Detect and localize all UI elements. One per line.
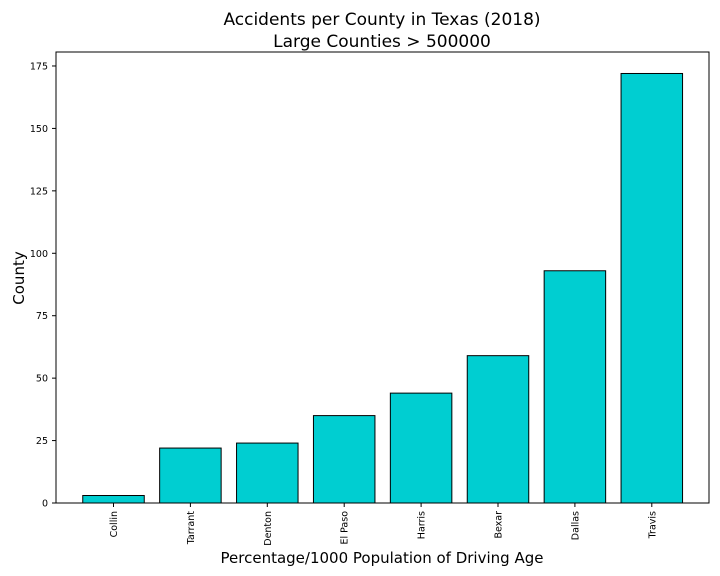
chart-subtitle: Large Counties > 500000 [273,32,491,52]
bars-group [82,72,684,504]
x-axis-ticks: Collin Tarrant Denton El Paso Harris Bexar Dal… [109,503,658,546]
y-tick-label: 100 [30,249,48,260]
y-axis-label: County [10,251,28,305]
bar-tarrant [159,447,222,504]
y-axis-ticks: 0 25 50 75 100 125 150 175 [30,61,56,510]
x-tick-label: Bexar [494,511,505,539]
y-tick-label: 125 [30,186,48,197]
bar-harris [389,392,453,504]
plot-frame [55,51,710,504]
x-tick-label: Denton [263,511,274,546]
y-tick-label: 25 [36,436,48,447]
chart-title: Accidents per County in Texas (2018) [223,10,540,30]
x-tick-label: Dallas [570,511,581,540]
x-tick-label: Tarrant [186,511,197,546]
x-tick-label: El Paso [340,511,351,545]
y-tick-label: 50 [36,374,48,385]
y-tick-label: 75 [36,311,48,322]
bar-denton [236,442,299,504]
y-tick-label: 175 [30,61,48,72]
y-tick-label: 0 [42,499,48,510]
x-tick-label: Collin [109,511,120,537]
bar-travis [620,72,684,504]
bar-collin [82,495,145,504]
bar-dallas [543,270,607,504]
x-axis-label: Percentage/1000 Population of Driving Ag… [221,549,544,567]
x-tick-label: Travis [647,511,658,539]
y-tick-label: 150 [30,124,48,135]
x-tick-label: Harris [417,511,428,539]
bar-bexar [466,355,530,504]
bar-el-paso [312,415,376,504]
